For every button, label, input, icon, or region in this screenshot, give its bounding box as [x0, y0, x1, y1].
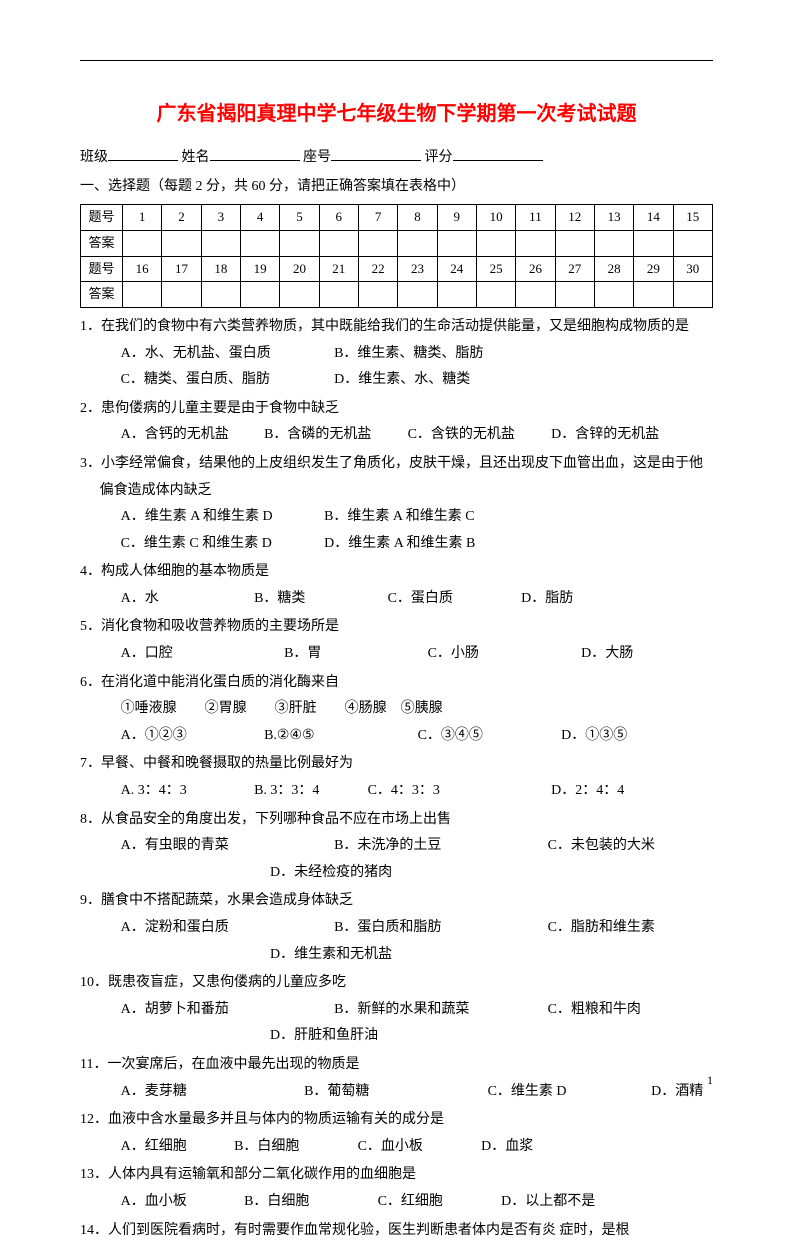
name-label: 姓名 [182, 150, 210, 165]
question-5: 5．消化食物和吸收营养物质的主要场所是 A．口腔 B．胃 C．小肠 D．大肠 [80, 614, 713, 667]
question-13: 13．人体内具有运输氧和部分二氧化碳作用的血细胞是 A．血小板 B．白细胞 C．… [80, 1162, 713, 1215]
top-rule [80, 60, 713, 61]
question-12: 12．血液中含水量最多并且与体内的物质运输有关的成分是 A．红细胞 B．白细胞 … [80, 1107, 713, 1160]
question-2: 2．患佝偻病的儿童主要是由于食物中缺乏 A．含钙的无机盐 B．含磷的无机盐 C．… [80, 396, 713, 449]
exam-title: 广东省揭阳真理中学七年级生物下学期第一次考试试题 [80, 95, 713, 133]
section-1-heading: 一、选择题（每题 2 分，共 60 分，请把正确答案填在表格中） [80, 174, 713, 201]
grid-header-row-2: 题号 161718192021222324252627282930 [81, 256, 713, 282]
class-label: 班级 [80, 150, 108, 165]
q1-opt-a: A．水、无机盐、蛋白质 [121, 341, 331, 368]
q1-opt-d: D．维生素、水、糖类 [334, 367, 470, 394]
student-info-line: 班级 姓名 座号 评分 [80, 145, 713, 172]
question-10: 10．既患夜盲症，又患佝偻病的儿童应多吃 A．胡萝卜和番茄 B．新鲜的水果和蔬菜… [80, 970, 713, 1050]
grid-ans-label: 答案 [81, 230, 123, 256]
score-blank[interactable] [453, 145, 543, 161]
question-6: 6．在消化道中能消化蛋白质的消化酶来自 ①唾液腺 ②胃腺 ③肝脏 ④肠腺 ⑤胰腺… [80, 670, 713, 750]
grid-answer-row-2: 答案 [81, 282, 713, 308]
question-1: 1．在我们的食物中有六类营养物质，其中既能给我们的生命活动提供能量，又是细胞构成… [80, 314, 713, 394]
question-3: 3．小李经常偏食，结果他的上皮组织发生了角质化，皮肤干燥，且还出现皮下血管出血，… [80, 451, 713, 557]
answer-grid: 题号 123456789101112131415 答案 题号 161718192… [80, 204, 713, 308]
question-7: 7．早餐、中餐和晚餐摄取的热量比例最好为 A. 3：4：3 B. 3：3：4 C… [80, 751, 713, 804]
grid-header-row-1: 题号 123456789101112131415 [81, 205, 713, 231]
question-9: 9．膳食中不搭配蔬菜，水果会造成身体缺乏 A．淀粉和蛋白质 B．蛋白质和脂肪 C… [80, 888, 713, 968]
q1-opt-c: C．糖类、蛋白质、脂肪 [121, 367, 331, 394]
grid-answer-row-1: 答案 [81, 230, 713, 256]
q1-opt-b: B．维生素、糖类、脂肪 [334, 341, 483, 368]
page-number: 1 [707, 1069, 713, 1092]
question-4: 4．构成人体细胞的基本物质是 A．水 B．糖类 C．蛋白质 D．脂肪 [80, 559, 713, 612]
grid-row-label: 题号 [81, 205, 123, 231]
score-label: 评分 [425, 150, 453, 165]
question-14: 14．人们到医院看病时，有时需要作血常规化验，医生判断患者体内是否有炎 症时，是… [80, 1218, 713, 1244]
seat-blank[interactable] [331, 145, 421, 161]
question-8: 8．从食品安全的角度出发，下列哪种食品不应在市场上出售 A．有虫眼的青菜 B．未… [80, 807, 713, 887]
seat-label: 座号 [303, 150, 331, 165]
name-blank[interactable] [210, 145, 300, 161]
question-11: 11．一次宴席后，在血液中最先出现的物质是 A．麦芽糖 B．葡萄糖 C．维生素 … [80, 1052, 713, 1105]
class-blank[interactable] [108, 145, 178, 161]
